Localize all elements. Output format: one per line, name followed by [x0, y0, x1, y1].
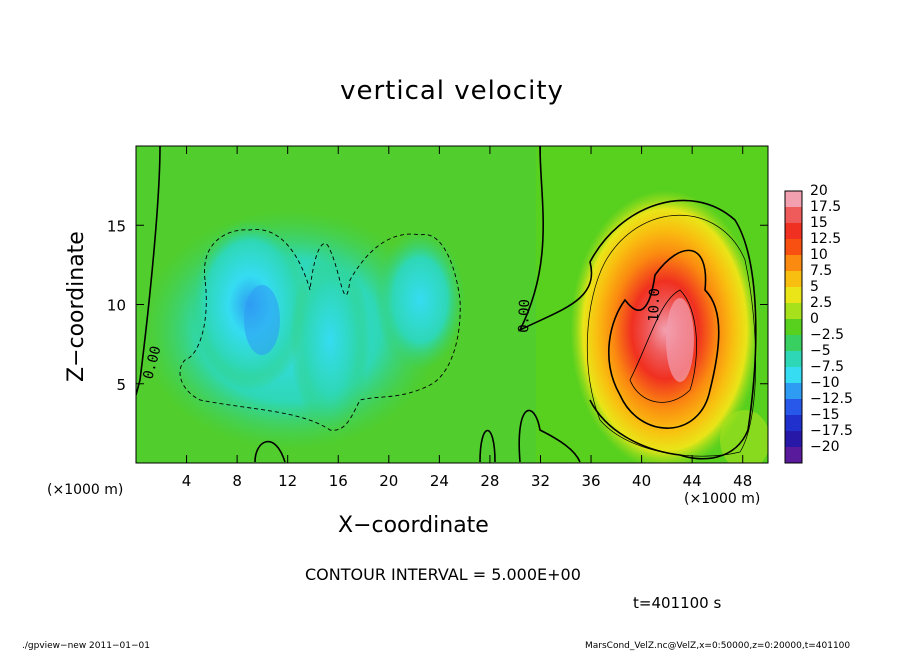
colorbar-label: −2.5: [810, 327, 844, 343]
colorbar-swatch: [785, 431, 802, 448]
y-tick-label: 5: [116, 376, 126, 394]
colorbar-swatch: [785, 287, 802, 304]
colorbar-label: −5: [810, 343, 831, 359]
colorbar-swatch: [785, 367, 802, 384]
x-tick-label: 48: [733, 472, 752, 490]
x-tick-label: 28: [480, 472, 499, 490]
colorbar-swatch: [785, 303, 802, 320]
contour-label-0b: 0.00: [516, 299, 533, 333]
x-tick-label: 24: [430, 472, 449, 490]
x-unit-label-left: (×1000 m): [47, 482, 124, 498]
colorbar: 2017.51512.5107.552.50−2.5−5−7.5−10−12.5…: [784, 183, 853, 464]
x-tick-label: 20: [379, 472, 398, 490]
y-tick-label: 10: [107, 297, 126, 315]
footer-right: MarsCond_VelZ.nc@VelZ,x=0:50000,z=0:2000…: [585, 641, 851, 651]
x-tick-label: 16: [329, 472, 348, 490]
x-axis-label: X−coordinate: [338, 513, 489, 538]
colorbar-label: −12.5: [810, 391, 853, 407]
x-axis: 4 8 12 16 20 24 28 32 36 40 44 48: [182, 146, 752, 490]
colorbar-label: 12.5: [810, 231, 841, 247]
colorbar-label: 17.5: [810, 199, 841, 215]
colorbar-swatch: [785, 223, 802, 240]
y-axis: 5 10 15: [107, 217, 768, 394]
colorbar-swatch: [785, 447, 802, 464]
colorbar-swatch: [785, 399, 802, 416]
colorbar-label: 5: [810, 279, 819, 295]
heatmap-field: [136, 146, 768, 463]
colorbar-frame: [784, 190, 803, 464]
colorbar-label: 15: [810, 215, 828, 231]
x-tick-label: 40: [632, 472, 651, 490]
colorbar-label: −17.5: [810, 423, 853, 439]
colorbar-swatch: [785, 271, 802, 288]
y-axis-label: Z−coordinate: [64, 231, 89, 382]
x-tick-label: 4: [182, 472, 192, 490]
colorbar-swatch: [785, 351, 802, 368]
colorbar-label: 20: [810, 183, 828, 199]
colorbar-swatch: [785, 191, 802, 208]
x-tick-label: 44: [683, 472, 702, 490]
colorbar-label: 10: [810, 247, 828, 263]
colorbar-swatch: [785, 383, 802, 400]
contour-label-10: 10.0: [646, 288, 663, 322]
contour-interval: CONTOUR INTERVAL = 5.000E+00: [305, 565, 581, 584]
colorbar-label: 7.5: [810, 263, 832, 279]
colorbar-label: 2.5: [810, 295, 832, 311]
colorbar-label: 0: [810, 311, 819, 327]
y-tick-label: 15: [107, 217, 126, 235]
colorbar-swatch: [785, 255, 802, 272]
contour-lines: [136, 146, 757, 463]
x-tick-label: 12: [278, 472, 297, 490]
colorbar-label: −15: [810, 407, 840, 423]
x-tick-label: 36: [581, 472, 600, 490]
x-tick-label: 8: [232, 472, 242, 490]
colorbar-label: −7.5: [810, 359, 844, 375]
footer-left: ./gpview−new 2011−01−01: [22, 641, 150, 651]
colorbar-swatch: [785, 207, 802, 224]
x-tick-label: 32: [531, 472, 550, 490]
colorbar-swatch: [785, 335, 802, 352]
colorbar-swatch: [785, 415, 802, 432]
chart-title: vertical velocity: [340, 76, 564, 106]
colorbar-label: −20: [810, 439, 840, 455]
colorbar-swatch: [785, 239, 802, 256]
time-stamp: t=401100 s: [633, 594, 722, 612]
colorbar-label: −10: [810, 375, 840, 391]
colorbar-swatch: [785, 319, 802, 336]
x-unit-label-right: (×1000 m): [684, 491, 761, 507]
